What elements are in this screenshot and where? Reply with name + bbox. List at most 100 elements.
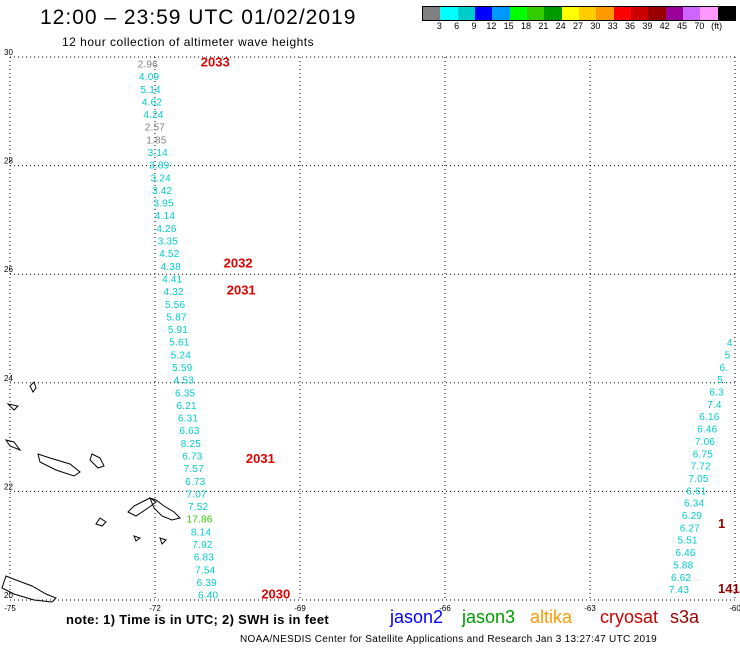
- color-swatch: [440, 7, 458, 20]
- color-scale-labels: 3 6 9 12 15 18 21 24 27 30 33 36 39 42 45 70 (ft): [426, 21, 738, 35]
- color-swatch: [561, 7, 579, 20]
- wave-height-value: 6.46: [675, 548, 696, 559]
- color-swatch: [457, 7, 475, 20]
- island-outline: [159, 537, 167, 545]
- wave-height-value: 3.95: [153, 199, 174, 210]
- wave-height-value: 8.25: [181, 439, 202, 450]
- wave-height-value: 8.14: [191, 527, 212, 538]
- lon-tick-label: -69: [294, 604, 306, 613]
- island-outline: [29, 381, 37, 393]
- color-scale-label: 24: [555, 21, 566, 31]
- lat-tick-label: 28: [4, 157, 13, 166]
- color-scale-label: 36: [624, 21, 636, 31]
- color-scale-label: 12: [486, 21, 497, 31]
- wave-height-value: 6.3: [709, 387, 724, 398]
- wave-height-value: 3.42: [152, 186, 173, 197]
- wave-height-value: 6.73: [182, 451, 203, 462]
- satellite-legend-item: s3a: [670, 607, 700, 627]
- wave-height-value: 4.38: [161, 262, 182, 273]
- wave-height-value: 4.26: [156, 224, 177, 235]
- wave-height-value: 7.54: [195, 565, 216, 576]
- wave-height-value: 6.63: [179, 426, 200, 437]
- map-subtitle: 12 hour collection of altimeter wave hei…: [62, 35, 315, 49]
- wave-height-value: 3.89: [149, 161, 170, 172]
- coastline: [1, 381, 181, 603]
- color-scale-bar: [422, 6, 736, 21]
- wave-height-value: 6.34: [684, 499, 705, 510]
- wave-height-value: 4: [727, 338, 733, 349]
- wave-height-value: 7.06: [695, 437, 716, 448]
- satellite-legend-item: jason2: [390, 607, 444, 627]
- wave-height-value: 6.35: [175, 388, 196, 399]
- color-swatch: [423, 7, 441, 20]
- color-scale-label: 70: [694, 21, 705, 31]
- wave-height-value: 4.53: [174, 376, 195, 387]
- color-swatch: [596, 7, 614, 20]
- color-swatch: [717, 7, 735, 20]
- wave-height-value: 3.14: [148, 148, 169, 159]
- color-swatch: [613, 7, 631, 20]
- color-swatch: [509, 7, 527, 20]
- color-swatch: [630, 7, 649, 20]
- color-swatch: [526, 7, 545, 20]
- wave-height-track-east: 456.5.6.37.46.166.467.066.757.727.056.61…: [669, 338, 733, 596]
- island-outline: [89, 453, 105, 469]
- color-swatch: [578, 7, 597, 20]
- lon-tick-label: -75: [4, 604, 16, 613]
- time-label: 1: [718, 516, 725, 531]
- island-outline: [133, 535, 142, 542]
- wave-height-value: 17.86: [187, 515, 213, 526]
- wave-height-value: 5.88: [673, 560, 694, 571]
- wave-height-value: 6.73: [185, 477, 206, 488]
- time-labels: 2033 2032 2031 2031 2030 1 141: [201, 54, 740, 601]
- wave-height-value: 7.07: [187, 489, 208, 500]
- wave-height-value: 5.61: [169, 338, 190, 349]
- island-outline: [4, 439, 22, 452]
- wave-height-value: 6.46: [697, 425, 718, 436]
- map-title: 12:00 – 23:59 UTC 01/02/2019: [40, 6, 357, 29]
- wave-height-value: 7.57: [184, 464, 205, 475]
- color-swatch: [682, 7, 701, 20]
- time-label: 2032: [224, 255, 253, 270]
- wave-height-value: 3.35: [158, 237, 179, 248]
- time-label: 2030: [261, 587, 290, 602]
- wave-height-value: 4.41: [162, 274, 183, 285]
- wave-height-value: 6.61: [686, 486, 707, 497]
- satellite-legend-item: cryosat: [600, 607, 659, 627]
- wave-height-value: 5.59: [172, 363, 193, 374]
- wave-height-value: 6.75: [693, 449, 714, 460]
- island-outline: [149, 497, 181, 521]
- wave-height-value: 5.24: [171, 350, 192, 361]
- time-label: 141: [718, 581, 740, 596]
- wave-height-value: 6.21: [176, 401, 197, 412]
- island-outline: [1, 575, 57, 603]
- island-outline: [6, 403, 20, 411]
- color-swatch: [665, 7, 683, 20]
- wave-height-value: 5.14: [140, 85, 161, 96]
- wave-height-value: 4.32: [164, 287, 185, 298]
- wave-height-value: 6.62: [671, 573, 692, 584]
- color-scale-label: 3: [436, 21, 442, 31]
- color-scale-label: 30: [590, 21, 601, 31]
- lon-tick-label: -63: [584, 604, 596, 613]
- wave-height-value: 5.91: [168, 325, 189, 336]
- wave-height-value: 3.24: [151, 173, 172, 184]
- color-scale-label: 42: [659, 21, 670, 31]
- color-scale-label: 39: [642, 21, 653, 31]
- color-scale-label: 45: [676, 21, 688, 31]
- wave-height-value: 5.51: [678, 536, 699, 547]
- lon-tick-label: -66: [439, 604, 451, 613]
- wave-height-value: 6.39: [197, 578, 218, 589]
- wave-height-value: 7.92: [192, 540, 213, 551]
- island-outline: [127, 497, 157, 517]
- wave-height-value: 2.57: [145, 123, 166, 134]
- wave-height-value: 6.83: [194, 553, 215, 564]
- color-scale-label: (ft): [711, 21, 723, 31]
- lat-tick-label: 20: [4, 591, 13, 600]
- time-label: 2031: [246, 451, 275, 466]
- wave-height-value: 5.56: [165, 300, 186, 311]
- wave-height-value: 2.96: [138, 60, 159, 71]
- wave-height-value: 7.43: [669, 585, 690, 596]
- wave-height-value: 7.72: [691, 462, 712, 473]
- wave-height-value: 4.09: [139, 72, 160, 83]
